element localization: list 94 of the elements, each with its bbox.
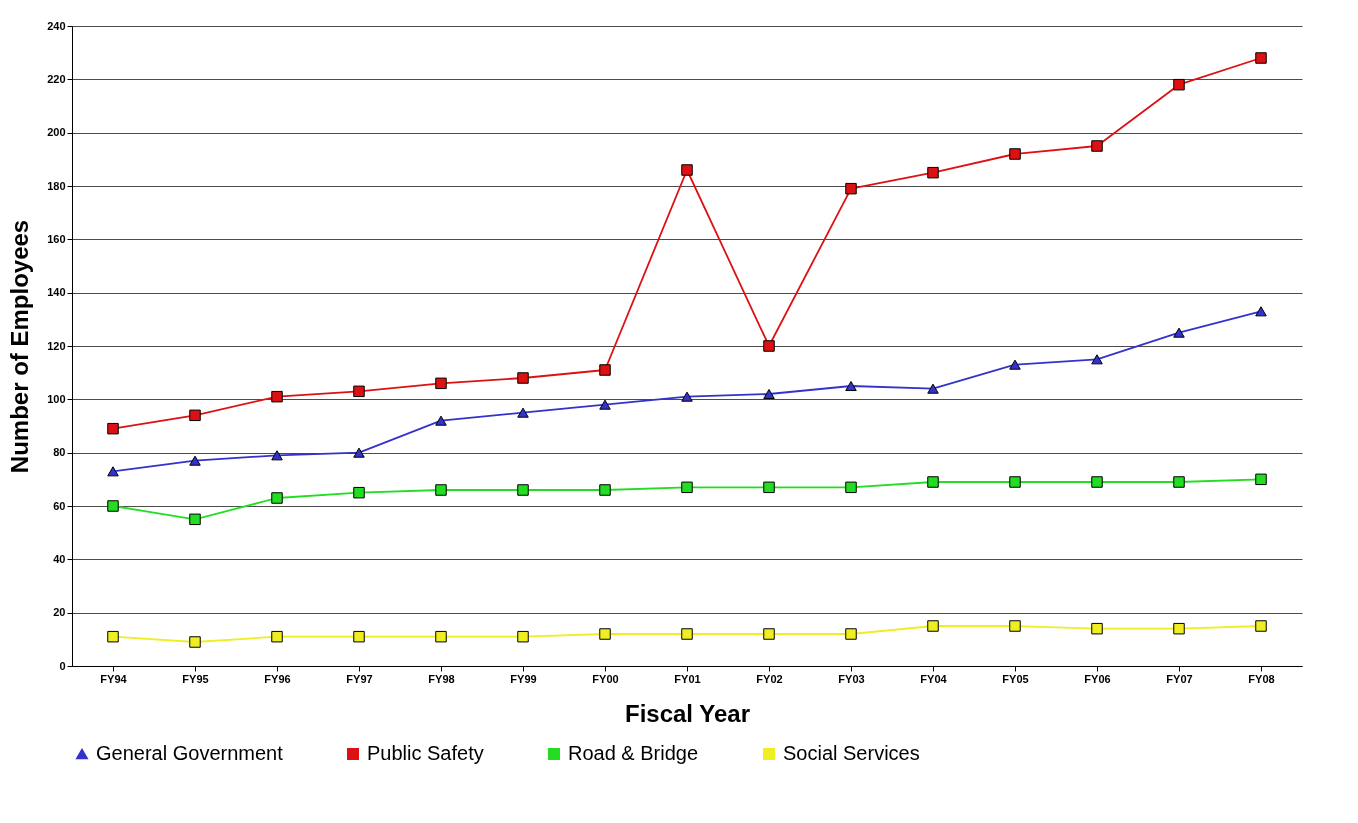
legend-label: Social Services bbox=[783, 742, 920, 764]
point bbox=[271, 492, 283, 504]
point bbox=[1009, 148, 1021, 160]
x-tick-label: FY96 bbox=[264, 672, 291, 685]
y-tick-label: 140 bbox=[47, 286, 66, 299]
point bbox=[1255, 52, 1267, 64]
point bbox=[599, 628, 611, 640]
x-tick-label: FY02 bbox=[756, 672, 783, 685]
y-tick-label: 120 bbox=[47, 339, 66, 352]
point bbox=[763, 481, 775, 494]
point bbox=[845, 380, 857, 392]
point bbox=[763, 340, 775, 352]
point bbox=[353, 385, 365, 398]
point bbox=[107, 630, 119, 643]
point bbox=[435, 415, 447, 426]
x-tick-label: FY04 bbox=[920, 672, 948, 685]
point bbox=[763, 628, 775, 640]
x-tick-label: FY95 bbox=[182, 672, 209, 685]
point bbox=[271, 390, 283, 403]
point bbox=[927, 476, 939, 488]
point bbox=[1091, 354, 1103, 365]
point bbox=[927, 620, 939, 632]
point bbox=[1009, 476, 1021, 488]
point bbox=[517, 484, 529, 496]
point bbox=[1173, 78, 1185, 91]
point bbox=[845, 182, 857, 195]
x-tick-label: FY99 bbox=[510, 672, 537, 685]
point bbox=[1255, 473, 1267, 486]
point bbox=[927, 166, 939, 179]
point bbox=[107, 500, 119, 512]
y-tick-label: 60 bbox=[53, 499, 66, 512]
x-tick-label: FY03 bbox=[838, 672, 865, 685]
point bbox=[845, 481, 857, 494]
point bbox=[517, 372, 529, 384]
point bbox=[1255, 620, 1267, 632]
x-tick-label: FY01 bbox=[674, 672, 701, 685]
point bbox=[1091, 476, 1103, 488]
point bbox=[1091, 622, 1103, 635]
point bbox=[599, 399, 611, 410]
y-tick-label: 200 bbox=[47, 126, 66, 139]
point bbox=[763, 388, 775, 400]
x-tick-label: FY97 bbox=[346, 672, 373, 685]
point bbox=[517, 630, 529, 643]
point bbox=[189, 409, 201, 422]
legend-label: General Government bbox=[96, 742, 284, 764]
point bbox=[107, 466, 119, 477]
point bbox=[681, 628, 693, 640]
x-tick-label: FY94 bbox=[100, 672, 128, 685]
x-tick-label: FY07 bbox=[1166, 672, 1193, 685]
point bbox=[517, 407, 529, 418]
point bbox=[189, 455, 201, 466]
point bbox=[271, 630, 283, 643]
point bbox=[435, 630, 447, 643]
point bbox=[1009, 620, 1021, 632]
point bbox=[189, 636, 201, 648]
point bbox=[271, 450, 283, 461]
legend-label: Public Safety bbox=[367, 742, 484, 764]
point bbox=[1173, 622, 1185, 635]
y-tick-label: 80 bbox=[53, 446, 66, 459]
y-tick-label: 40 bbox=[53, 552, 66, 565]
point bbox=[1173, 476, 1185, 488]
point bbox=[353, 630, 365, 643]
point bbox=[599, 364, 611, 376]
x-tick-label: FY08 bbox=[1248, 672, 1275, 685]
point bbox=[435, 377, 447, 390]
point bbox=[435, 484, 447, 496]
point bbox=[681, 391, 693, 402]
x-tick-label: FY00 bbox=[592, 672, 619, 685]
point bbox=[599, 484, 611, 496]
legend-label: Road & Bridge bbox=[568, 742, 699, 764]
y-tick-label: 220 bbox=[47, 72, 66, 85]
point bbox=[107, 422, 119, 435]
point bbox=[1009, 359, 1021, 370]
y-tick-label: 0 bbox=[59, 659, 66, 672]
point bbox=[681, 164, 693, 176]
y-tick-label: 20 bbox=[53, 606, 66, 619]
point bbox=[681, 481, 693, 494]
y-axis-title: Number of Employees bbox=[6, 219, 34, 474]
point bbox=[927, 383, 939, 394]
x-axis-title: Fiscal Year bbox=[625, 699, 750, 727]
point bbox=[1255, 306, 1267, 317]
y-tick-label: 180 bbox=[47, 179, 66, 192]
x-tick-label: FY98 bbox=[428, 672, 455, 685]
point bbox=[189, 513, 201, 526]
point bbox=[1173, 327, 1185, 338]
point bbox=[1091, 140, 1103, 152]
point bbox=[353, 447, 365, 458]
y-tick-label: 240 bbox=[47, 19, 66, 32]
y-tick-label: 160 bbox=[47, 232, 66, 245]
x-tick-label: FY05 bbox=[1002, 672, 1029, 685]
x-tick-label: FY06 bbox=[1084, 672, 1111, 685]
y-tick-label: 100 bbox=[47, 392, 66, 405]
point bbox=[845, 628, 857, 640]
point bbox=[353, 486, 365, 499]
